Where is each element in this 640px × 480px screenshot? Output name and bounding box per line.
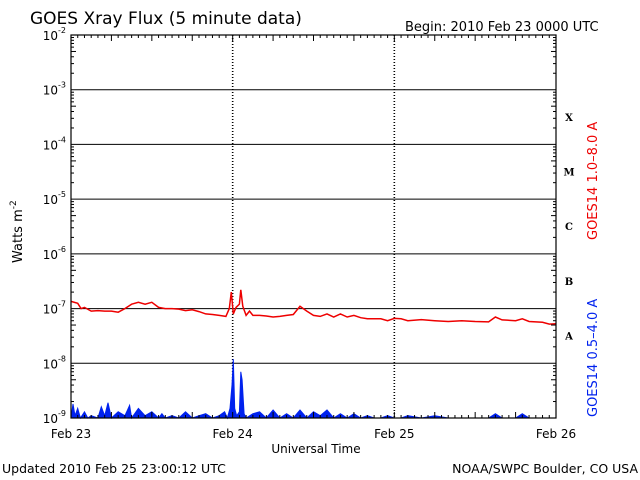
x-tick-label: Feb 24 — [212, 427, 252, 441]
x-tick-label: Feb 26 — [536, 427, 576, 441]
series-short-trace — [70, 358, 556, 420]
y-tick-label: 10-8 — [43, 354, 66, 371]
y-axis-ticks: 10-2 10-3 10-4 10-5 10-6 10-7 10-8 10-9 — [43, 26, 556, 426]
y-tick-label: 10-2 — [43, 26, 66, 43]
x-axis-label: Universal Time — [271, 442, 360, 456]
y-axis-label-exponent: -2 — [9, 200, 19, 209]
flare-class-c: C — [565, 222, 573, 233]
chart-title: GOES Xray Flux (5 minute data) — [30, 9, 302, 29]
series-label-long: GOES14 1.0–8.0 A — [586, 122, 601, 240]
y-tick-label: 10-9 — [43, 409, 66, 426]
y-tick-label: 10-3 — [43, 81, 66, 98]
y-tick-label: 10-5 — [43, 190, 66, 207]
series-long-trace — [70, 289, 557, 325]
y-axis-label: Watts m-2 — [9, 200, 26, 263]
source-credit: NOAA/SWPC Boulder, CO USA — [452, 461, 638, 476]
grid-lines — [71, 35, 556, 418]
y-tick-label: 10-6 — [43, 245, 66, 262]
flare-class-x: X — [565, 113, 573, 124]
series-label-short: GOES14 0.5–4.0 A — [586, 299, 601, 417]
x-axis-ticks: Feb 23 Feb 24 Feb 25 Feb 26 — [51, 35, 576, 441]
begin-time: Begin: 2010 Feb 23 0000 UTC — [405, 20, 599, 35]
y-tick-label: 10-4 — [43, 135, 66, 152]
flare-class-m: M — [563, 168, 574, 179]
y-axis-label-text: Watts m — [11, 209, 26, 263]
flare-class-b: B — [565, 277, 573, 288]
flare-class-labels: X M C B A — [563, 113, 574, 343]
series-layer — [70, 289, 557, 420]
plot-frame — [70, 34, 557, 419]
x-tick-label: Feb 25 — [374, 427, 414, 441]
flare-class-a: A — [564, 332, 573, 343]
x-tick-label: Feb 23 — [51, 427, 91, 441]
updated-timestamp: Updated 2010 Feb 25 23:00:12 UTC — [2, 461, 226, 476]
y-tick-label: 10-7 — [43, 300, 66, 317]
